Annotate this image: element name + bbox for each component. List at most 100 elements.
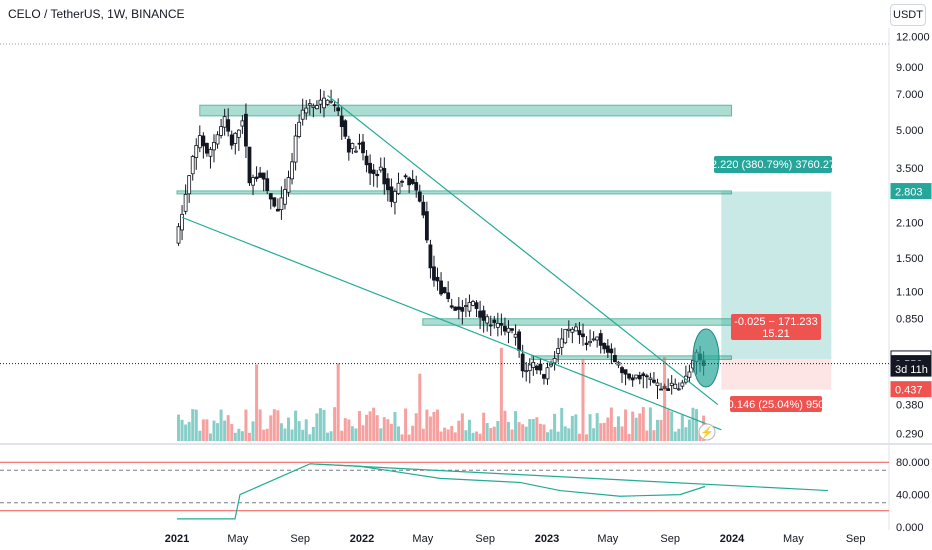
candle-body [201, 135, 206, 147]
candle-body [332, 104, 337, 107]
volume-bar [400, 434, 404, 441]
volume-bar [219, 409, 223, 441]
volume-bar [361, 425, 365, 441]
candle-body [318, 99, 323, 105]
volume-bar [240, 431, 244, 441]
volume-bar [223, 420, 227, 441]
trendline [327, 95, 719, 406]
candle-body [393, 191, 397, 203]
x-tick-label: May [783, 533, 804, 545]
zone-rect [422, 318, 732, 326]
volume-bar [634, 417, 638, 441]
y-tick-label: 5.000 [896, 125, 924, 137]
volume-bar [666, 409, 670, 441]
candle-body [322, 97, 326, 109]
candle-body [442, 287, 447, 294]
candle-body [531, 361, 536, 368]
x-tick-label: 2021 [165, 533, 189, 545]
x-tick-label: 2023 [535, 533, 559, 545]
position-stop-area [721, 358, 832, 390]
volume-bar [475, 431, 479, 441]
candle-body [481, 310, 486, 321]
volume-bar [354, 428, 358, 441]
x-tick-label: May [227, 533, 248, 545]
volume-bar [258, 409, 262, 441]
candle-body [343, 120, 348, 137]
candle-body [435, 276, 440, 282]
candle-body [205, 142, 209, 154]
volume-bar [251, 421, 255, 441]
candle-body [197, 135, 202, 149]
candle-body [680, 382, 685, 387]
candle-body [229, 134, 234, 146]
candle-body [524, 370, 529, 373]
candle-body [602, 342, 607, 350]
candle-body [439, 280, 443, 295]
candle-body [215, 134, 220, 145]
volume-bar [347, 419, 351, 441]
volume-bar [446, 429, 450, 441]
volume-bar [521, 424, 525, 441]
volume-bar [606, 417, 610, 441]
volume-bar [609, 407, 613, 441]
candle-body [559, 338, 564, 348]
target-label-box [714, 156, 832, 173]
candle-body [244, 113, 248, 147]
volume-bar [287, 417, 291, 441]
zone-rect [530, 355, 732, 360]
volume-bar [393, 411, 397, 441]
volume-bar [432, 411, 436, 441]
volume-bar [556, 431, 560, 441]
candle-body [655, 382, 660, 386]
candle-body [627, 373, 632, 379]
volume-bar [687, 419, 691, 441]
candle-body [449, 305, 454, 308]
candle-body [375, 173, 380, 177]
volume-bar [230, 424, 234, 441]
candle-body [669, 382, 674, 386]
candle-body [247, 146, 252, 184]
currency-button[interactable]: USDT [890, 4, 926, 26]
volume-bar [574, 414, 578, 441]
volume-bar [180, 419, 184, 441]
volume-bar [563, 426, 567, 441]
volume-bar [212, 420, 216, 441]
volume-bar [460, 413, 464, 441]
y-tick-label: 9.000 [896, 62, 924, 74]
candle-body [275, 208, 280, 212]
candle-body [552, 358, 557, 364]
volume-bar [546, 432, 550, 441]
volume-bar [638, 413, 642, 441]
candle-body [361, 141, 365, 154]
volume-bar [496, 421, 500, 441]
volume-bar [311, 426, 315, 441]
volume-bar [428, 416, 432, 441]
price-pane [0, 24, 889, 441]
volume-bar [375, 415, 379, 441]
candle-body [396, 182, 401, 194]
chart-title: CELO / TetherUS, 1W, BINANCE [8, 7, 185, 21]
volume-bar [294, 410, 298, 441]
volume-bar [187, 421, 191, 441]
price-label: 3d 11h [895, 364, 928, 376]
candle-body [265, 178, 270, 191]
volume-bar [659, 419, 663, 441]
price-label-box [890, 183, 932, 200]
candle-body [598, 333, 603, 346]
volume-bar [499, 347, 503, 441]
candle-body [673, 383, 678, 389]
candle-body [364, 155, 369, 166]
candle-body [293, 135, 298, 163]
candle-body [676, 388, 681, 391]
candle-body [620, 367, 624, 374]
volume-bar [247, 432, 251, 441]
info-label-box [731, 314, 821, 340]
candle-body [492, 319, 497, 323]
volume-bar [471, 432, 475, 441]
volume-bar [695, 409, 699, 441]
volume-bar [368, 411, 372, 441]
zone-rect [176, 190, 732, 195]
volume-bar [279, 423, 283, 441]
info-label-1: -0.025 − 171.233 [734, 316, 818, 328]
